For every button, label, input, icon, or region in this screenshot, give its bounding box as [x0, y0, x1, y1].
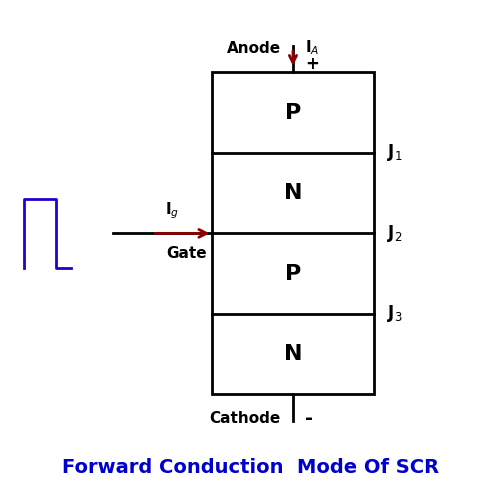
Text: P: P: [284, 103, 301, 123]
Text: I$_g$: I$_g$: [165, 200, 179, 221]
Bar: [211, 72, 374, 394]
Text: J$_3$: J$_3$: [386, 304, 402, 324]
Text: Gate: Gate: [166, 246, 206, 260]
Text: P: P: [284, 263, 301, 284]
Text: J$_2$: J$_2$: [386, 223, 401, 244]
Text: Anode: Anode: [226, 41, 280, 56]
Text: J$_1$: J$_1$: [386, 142, 402, 163]
Text: Forward Conduction  Mode Of SCR: Forward Conduction Mode Of SCR: [62, 458, 439, 477]
Text: N: N: [283, 344, 302, 364]
Text: N: N: [283, 183, 302, 203]
Text: Cathode: Cathode: [209, 411, 280, 426]
Text: I$_A$: I$_A$: [305, 39, 319, 58]
Text: +: +: [305, 55, 319, 72]
Text: -: -: [305, 409, 313, 428]
